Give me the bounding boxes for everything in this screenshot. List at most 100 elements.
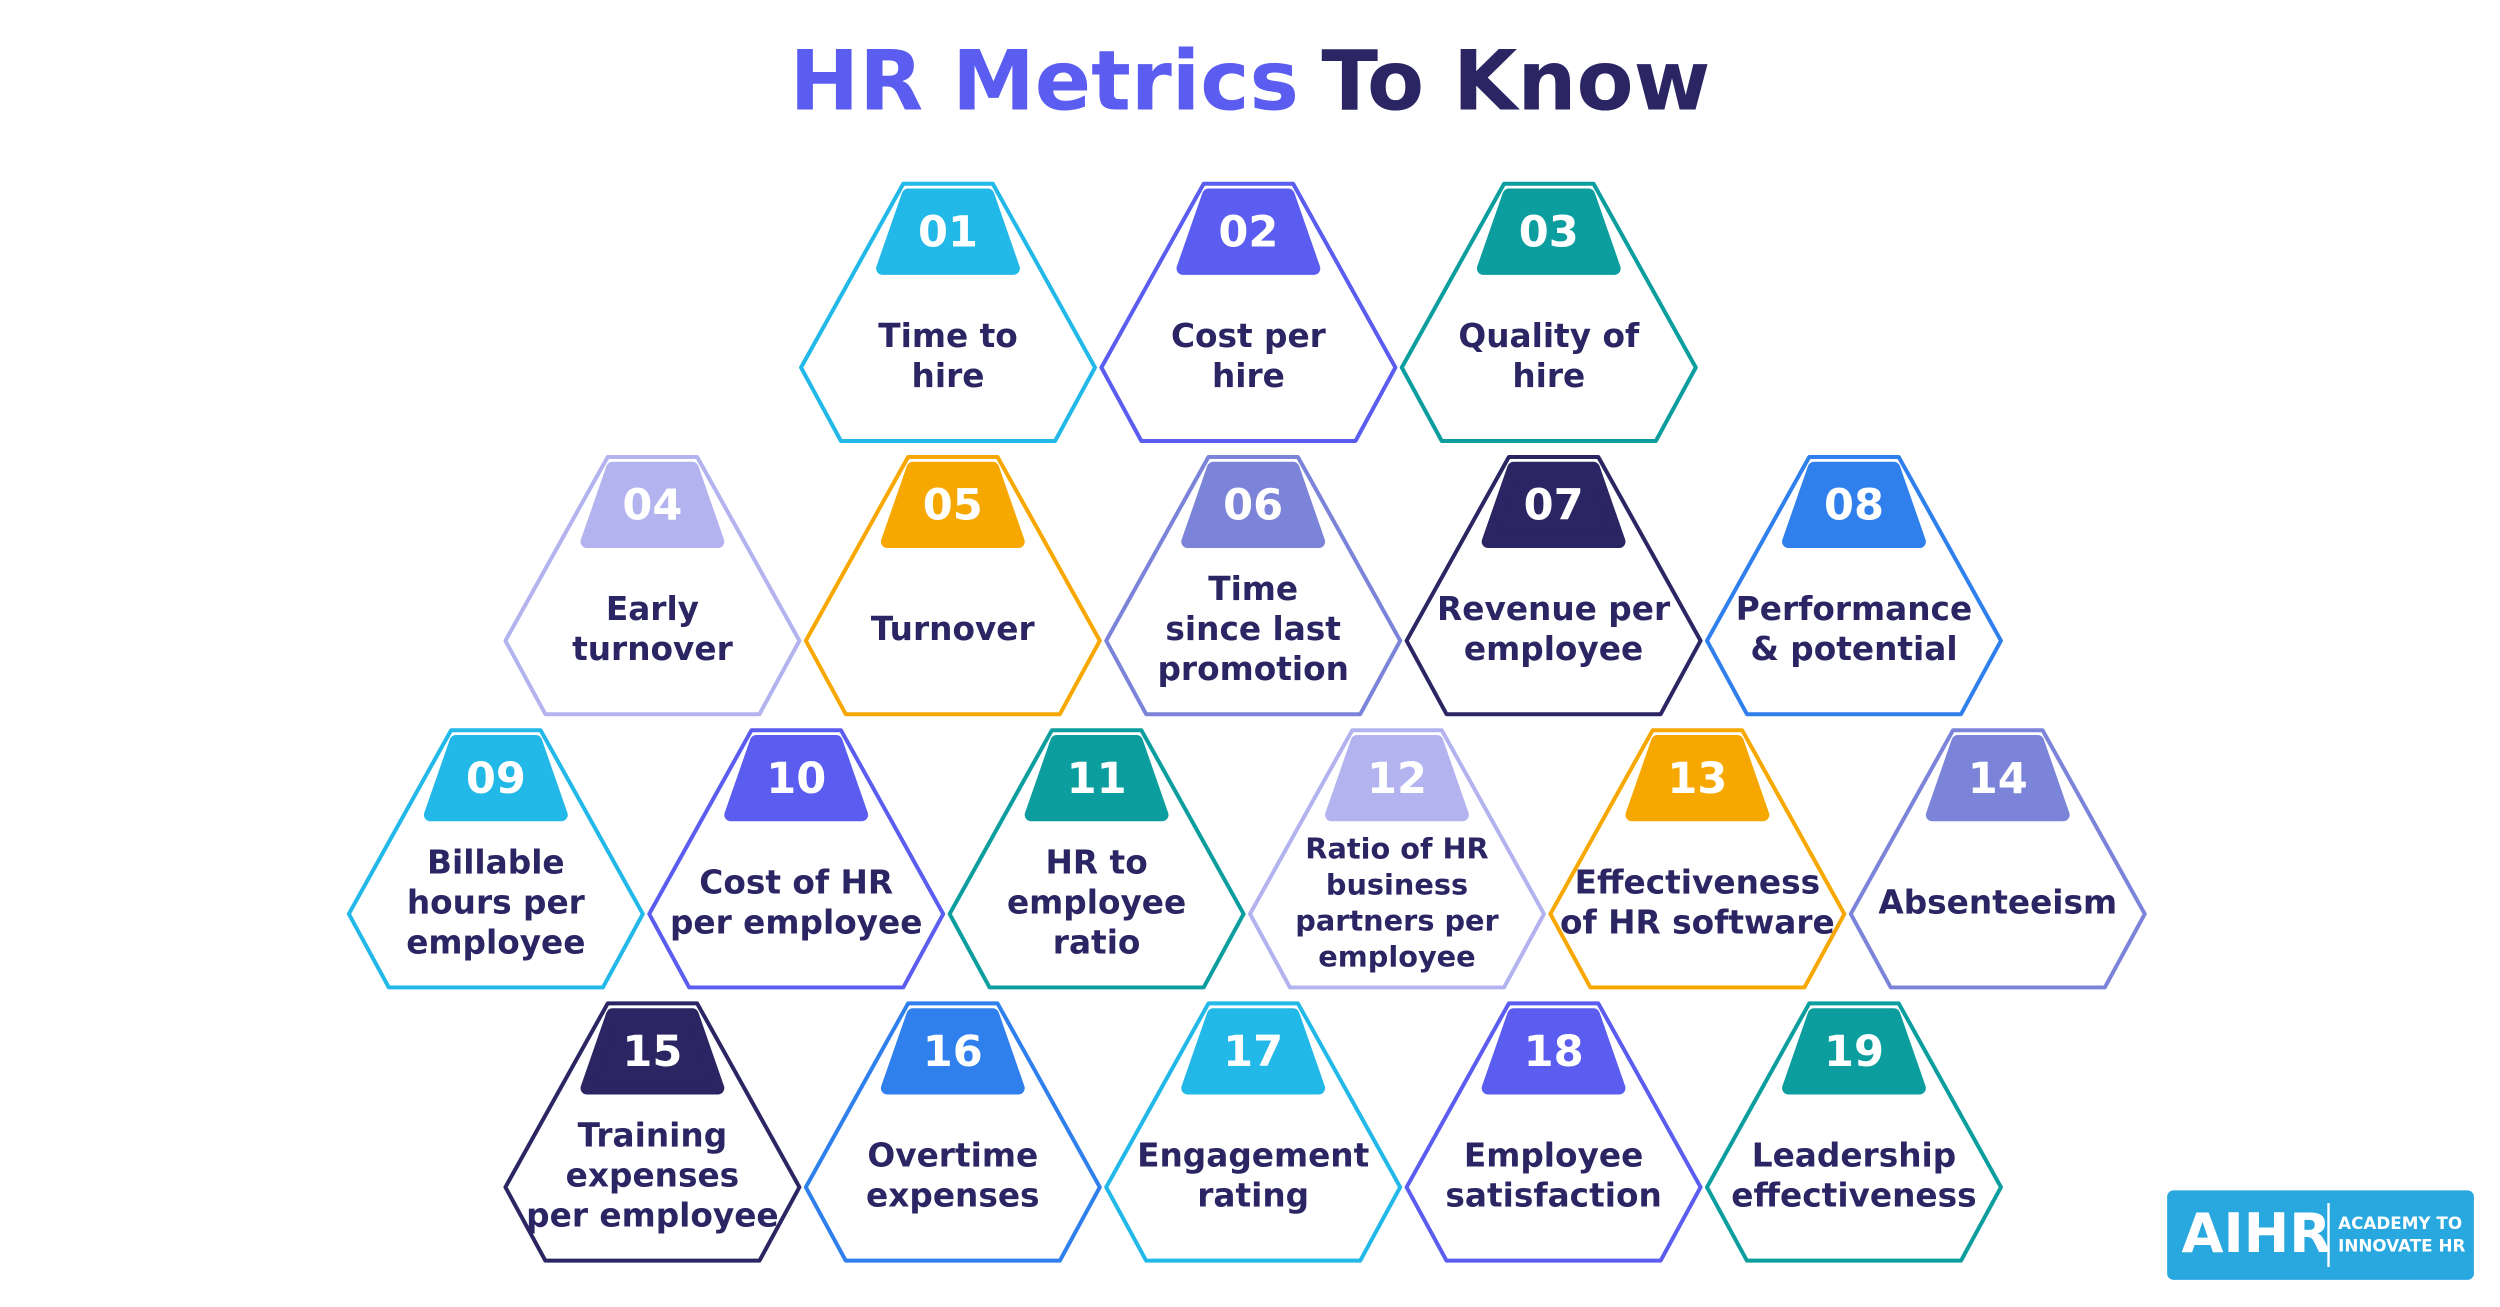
logo-tagline: INNOVATE HR [2338, 1235, 2465, 1255]
number-badge [1176, 188, 1321, 275]
item-label: expenses [566, 1157, 740, 1195]
logo-name: AIHR [2182, 1202, 2332, 1265]
number-badge [1024, 734, 1169, 822]
item-label: business [1326, 867, 1468, 901]
number-badge [1782, 1008, 1926, 1095]
hexagon [346, 728, 645, 990]
logo-tagline: ACADEMY TO [2338, 1213, 2462, 1233]
item-label: employee [406, 923, 585, 961]
item-label: per employee [526, 1197, 779, 1235]
hexagon [1548, 728, 1847, 990]
number-badge [1625, 734, 1770, 822]
number-badge [876, 188, 1020, 275]
hexagon [503, 1001, 802, 1263]
item-label: effectiveness [1731, 1177, 1976, 1215]
hexagon [1404, 454, 1703, 717]
item-label: Effectiveness [1575, 863, 1820, 901]
title-highlight: HR Metrics [790, 32, 1299, 129]
hexagon [1399, 181, 1698, 443]
item-label: satisfaction [1445, 1177, 1661, 1215]
item-label: Billable [427, 843, 565, 881]
item-label: of HR software [1560, 903, 1835, 941]
item-number: 08 [1824, 481, 1884, 531]
hexagon [503, 454, 802, 717]
item-number: 10 [766, 754, 826, 804]
item-label: Ratio of HR [1305, 831, 1488, 865]
number-badge [1181, 1008, 1326, 1095]
number-badge [580, 461, 725, 549]
hexagon [1404, 1001, 1703, 1263]
item-number: 17 [1223, 1027, 1283, 1077]
hexagon [947, 728, 1246, 990]
hexagon [1104, 1001, 1403, 1263]
item-number: 09 [466, 754, 526, 804]
item-label: employee [1007, 883, 1186, 921]
hexagon [1704, 1001, 2003, 1263]
number-badge [880, 1008, 1025, 1095]
item-label: Early [606, 590, 699, 628]
item-label: HR to [1046, 843, 1148, 881]
item-label: Cost of HR [699, 863, 893, 901]
item-label: employee [1318, 939, 1475, 973]
item-label: Turnover [871, 610, 1036, 648]
item-label: Revenue per [1437, 590, 1671, 628]
number-badge [580, 1008, 725, 1095]
hexagon [803, 1001, 1102, 1263]
item-number: 07 [1524, 481, 1584, 531]
item-label: employee [1464, 630, 1643, 668]
hexagon [1248, 728, 1546, 990]
item-label: Leadership [1752, 1137, 1956, 1175]
item-label: since last [1165, 610, 1341, 648]
item-label: ratio [1053, 923, 1141, 961]
number-badge [1782, 461, 1926, 549]
number-badge [880, 461, 1025, 549]
item-label: hire [912, 357, 985, 395]
item-number: 16 [923, 1027, 983, 1077]
item-number: 11 [1067, 754, 1127, 804]
hexagon [1704, 454, 2003, 717]
item-number: 04 [622, 481, 682, 531]
number-badge [423, 734, 568, 822]
number-badge [1481, 461, 1626, 549]
item-label: Engagement [1137, 1137, 1369, 1175]
item-label: Performance [1736, 590, 1972, 628]
item-label: hours per [407, 883, 586, 921]
item-number: 03 [1519, 207, 1579, 257]
item-number: 13 [1667, 754, 1727, 804]
item-label: Training [578, 1117, 728, 1155]
item-label: expenses [866, 1177, 1040, 1215]
item-number: 02 [1218, 207, 1278, 257]
item-label: Employee [1464, 1137, 1643, 1175]
title-rest: To Know [1321, 32, 1710, 129]
hexagon [799, 181, 1098, 443]
item-number: 15 [622, 1027, 682, 1077]
item-label: Quality of [1458, 317, 1640, 355]
hexagon [1848, 728, 2147, 990]
title: HR Metrics To Know [790, 32, 1711, 129]
hexagon [647, 728, 946, 990]
item-label: hire [1212, 357, 1285, 395]
hexagon [803, 454, 1102, 717]
item-label: partners per [1295, 903, 1499, 937]
item-label: promotion [1157, 650, 1348, 688]
item-label: Absenteeism [1878, 883, 2117, 921]
item-number: 14 [1968, 754, 2028, 804]
item-label: per employee [670, 903, 923, 941]
number-badge [1325, 734, 1469, 822]
hexagon [1099, 181, 1398, 443]
item-label: hire [1512, 357, 1585, 395]
item-label: & potential [1750, 630, 1957, 668]
item-number: 06 [1223, 481, 1283, 531]
item-number: 01 [918, 207, 978, 257]
item-label: Time to [878, 317, 1017, 355]
item-number: 05 [923, 481, 983, 531]
item-number: 12 [1367, 754, 1427, 804]
item-label: rating [1197, 1177, 1309, 1215]
item-label: Cost per [1171, 317, 1327, 355]
number-badge [1481, 1008, 1626, 1095]
item-label: Time [1208, 570, 1298, 608]
item-number: 18 [1524, 1027, 1584, 1077]
number-badge [724, 734, 869, 822]
